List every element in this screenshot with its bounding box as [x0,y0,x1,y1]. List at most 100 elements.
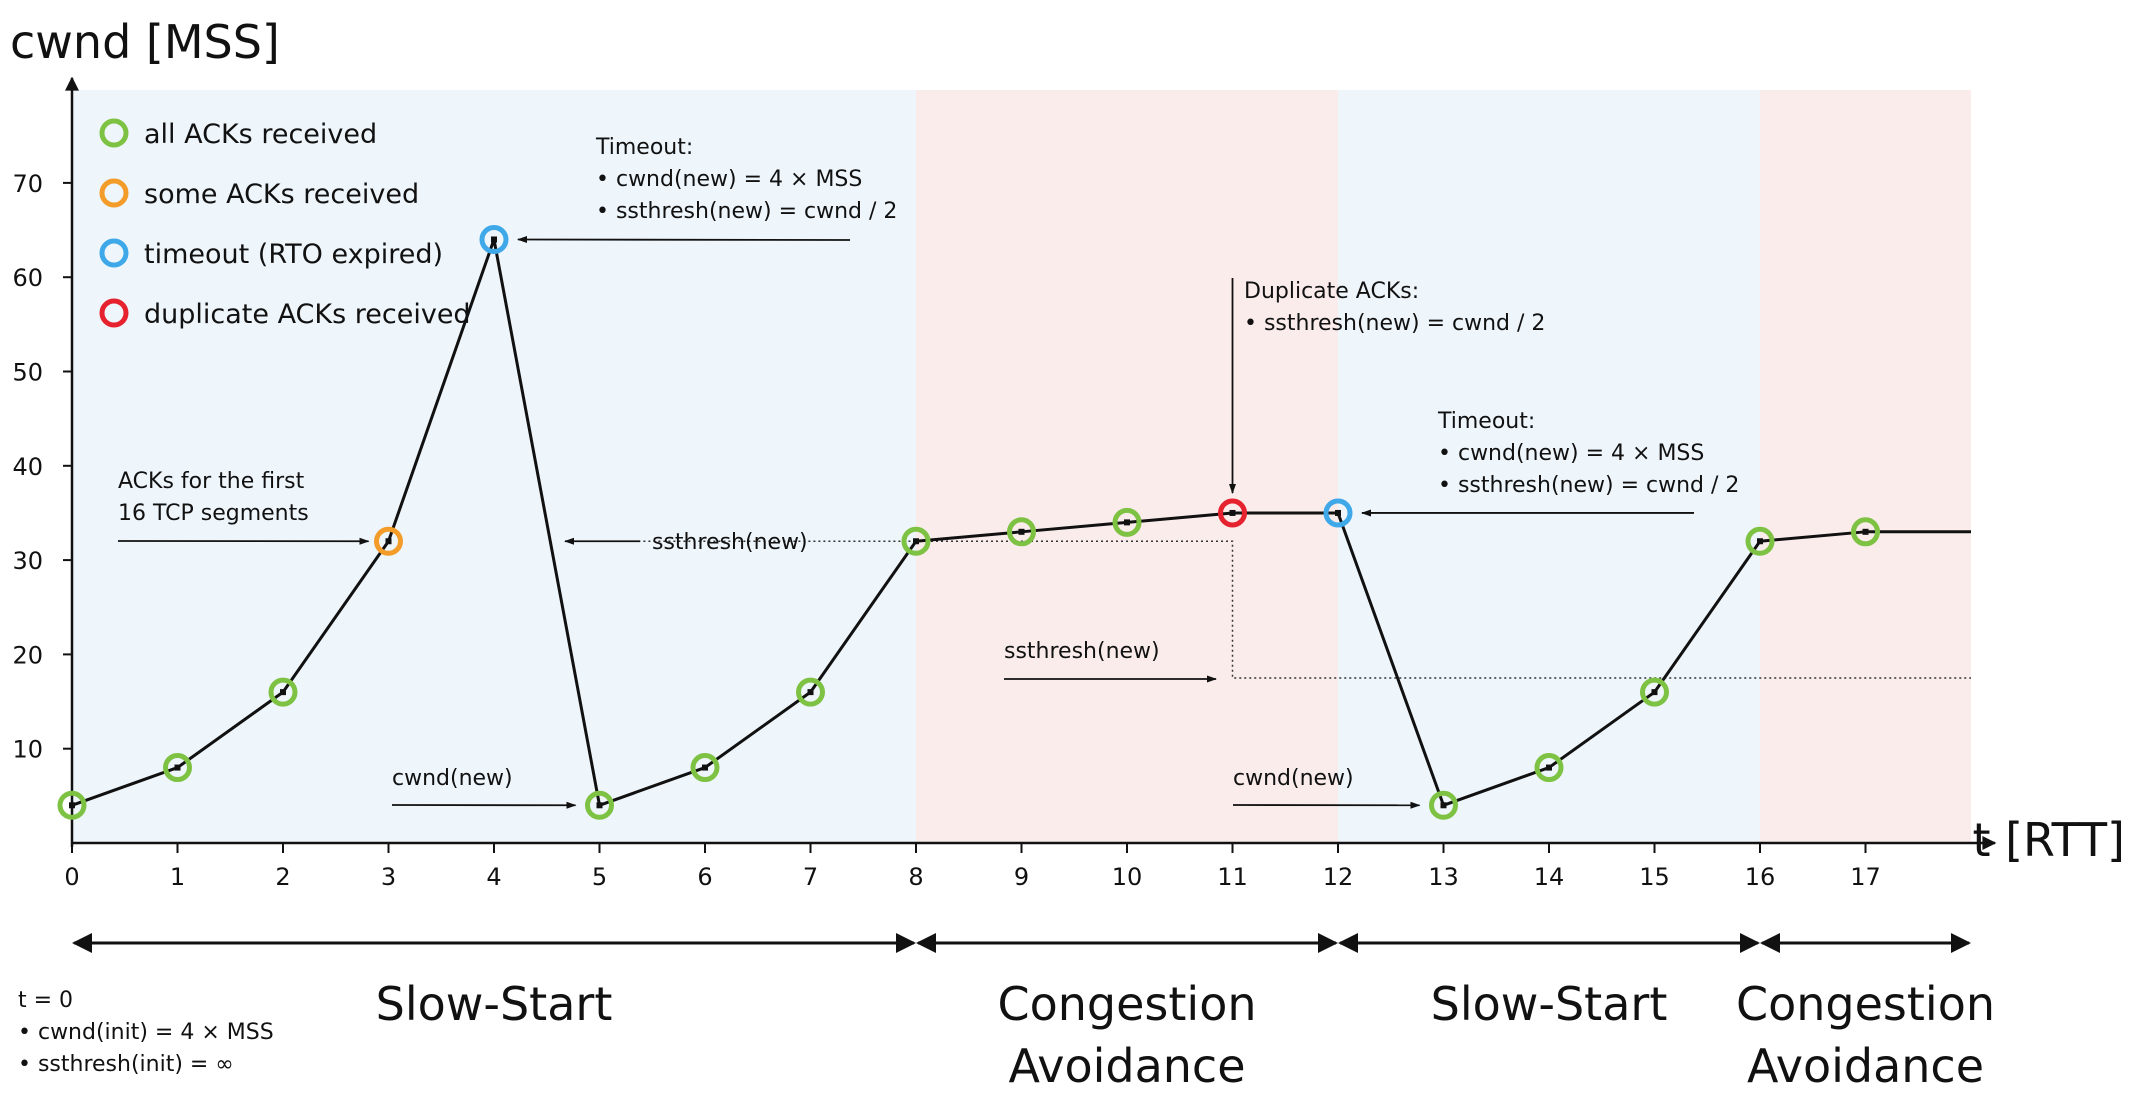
data-point-center [807,689,814,696]
data-point-all [163,753,192,783]
data-point-all [1007,517,1036,547]
annotation-dup-acks-line: • ssthresh(new) = cwnd / 2 [1244,311,1545,336]
annotation-acks-first-line: ACKs for the first [118,469,305,494]
y-tick-label: 30 [12,547,43,575]
annotation-timeout-1-line: Timeout: [595,135,693,160]
phase-label-3-line: Slow-Start [1431,977,1668,1031]
phase-labels: Slow-Start Congestion Avoidance Slow-Start C… [72,933,1995,1093]
y-tick-label: 40 [12,453,43,481]
x-tick-label: 16 [1745,863,1776,891]
annotation-timeout-1-line: • ssthresh(new) = cwnd / 2 [596,199,897,224]
phase-label-2-line: Avoidance [1008,1039,1245,1093]
axes: 0 1 2 3 4 5 6 7 8 9 10 11 12 13 14 15 16 1710203040506070… [10,15,2125,891]
x-tick-label: 11 [1217,863,1248,891]
initial-note-line: • ssthresh(init) = ∞ [18,1052,234,1077]
y-tick-label: 50 [12,359,43,387]
data-point-center [913,538,919,545]
data-point-center [1757,538,1763,545]
annotation-ssthresh-1: ssthresh(new) [652,530,808,555]
phase-label-4-line: Avoidance [1747,1039,1984,1093]
legend-marker [99,298,129,328]
data-point-center [1546,764,1552,771]
annotation-timeout-2-line: Timeout: [1437,409,1535,434]
data-point-center [174,764,181,771]
x-tick-label: 10 [1112,863,1143,891]
data-point-all [1851,517,1880,547]
x-tick-label: 5 [592,863,607,891]
phase-region-4 [1760,90,1971,843]
data-point-center [702,764,708,771]
y-tick-label: 10 [12,736,43,764]
x-tick-label: 17 [1850,863,1881,891]
annotation-acks-first-line: 16 TCP segments [118,501,309,526]
data-point-center [69,802,75,809]
data-point-center [385,538,392,545]
legend-marker [99,238,129,268]
x-tick-label: 1 [170,863,185,891]
annotation-cwnd-1: cwnd(new) [392,766,513,791]
data-point-all [690,753,720,783]
phase-label-4-line: Congestion [1736,977,1995,1031]
data-point-all [268,677,298,707]
annotation-timeout-1-line: • cwnd(new) = 4 × MSS [596,167,862,192]
data-point-center [1440,802,1447,809]
x-tick-label: 4 [486,863,501,891]
x-tick-label: 8 [908,863,923,891]
x-tick-label: 2 [275,863,290,891]
data-point-some [374,526,403,556]
data-point-center [1651,689,1658,696]
x-tick-label: 15 [1639,863,1670,891]
data-point-center [1229,509,1236,516]
data-point-center [280,689,286,696]
data-point-center [491,236,497,243]
initial-note-line: • cwnd(init) = 4 × MSS [18,1020,274,1045]
data-point-all [901,526,931,556]
y-tick-label: 70 [12,170,43,198]
x-tick-label: 13 [1428,863,1459,891]
phase-region-2 [916,90,1338,843]
annotation-dup-acks-line: Duplicate ACKs: [1244,279,1419,304]
data-point-all [585,790,614,820]
legend-label: some ACKs received [144,179,419,210]
legend-marker [99,178,129,208]
legend-marker [99,118,129,148]
data-point-all [796,677,825,707]
phase-region-3 [1338,90,1760,843]
x-tick-label: 14 [1534,863,1565,891]
phase-shading [72,90,1971,843]
y-axis-title: cwnd [MSS] [10,15,280,69]
data-point-dup [1218,498,1247,528]
data-point-center [1335,509,1341,516]
data-point-timeout [479,224,509,254]
legend: all ACKs received some ACKs received timeo… [99,118,471,330]
cwnd-series [57,224,1971,820]
annotation-arrow [517,235,851,243]
x-axis-title: t [RTT] [1972,813,2125,867]
x-tick-label: 12 [1323,863,1354,891]
x-tick-label: 0 [64,863,79,891]
annotation-timeout-2-line: • ssthresh(new) = cwnd / 2 [1438,473,1739,498]
y-tick-label: 60 [12,264,43,292]
annotation-timeout-2-line: • cwnd(new) = 4 × MSS [1438,441,1704,466]
x-tick-label: 9 [1014,863,1029,891]
initial-note: t = 0 • cwnd(init) = 4 × MSS • ssthresh(in… [18,988,274,1077]
data-point-all [1534,753,1564,783]
legend-label: timeout (RTO expired) [144,239,443,270]
legend-label: duplicate ACKs received [144,299,471,330]
initial-note-line: t = 0 [18,988,73,1013]
data-point-center [1018,528,1025,535]
data-point-center [1124,519,1130,526]
legend-label: all ACKs received [144,119,377,150]
x-tick-label: 3 [381,863,396,891]
data-point-all [57,790,87,820]
y-tick-label: 20 [12,641,43,669]
annotation-cwnd-2: cwnd(new) [1233,766,1354,791]
data-point-center [1862,528,1869,535]
annotations: Timeout: • cwnd(new) = 4 × MSS • ssthresh(… [117,135,1739,809]
data-point-center [596,802,603,809]
phase-label-1-line: Slow-Start [376,977,613,1031]
data-point-all [1112,507,1142,537]
annotation-ssthresh-2: ssthresh(new) [1004,639,1160,664]
x-tick-label: 7 [803,863,818,891]
